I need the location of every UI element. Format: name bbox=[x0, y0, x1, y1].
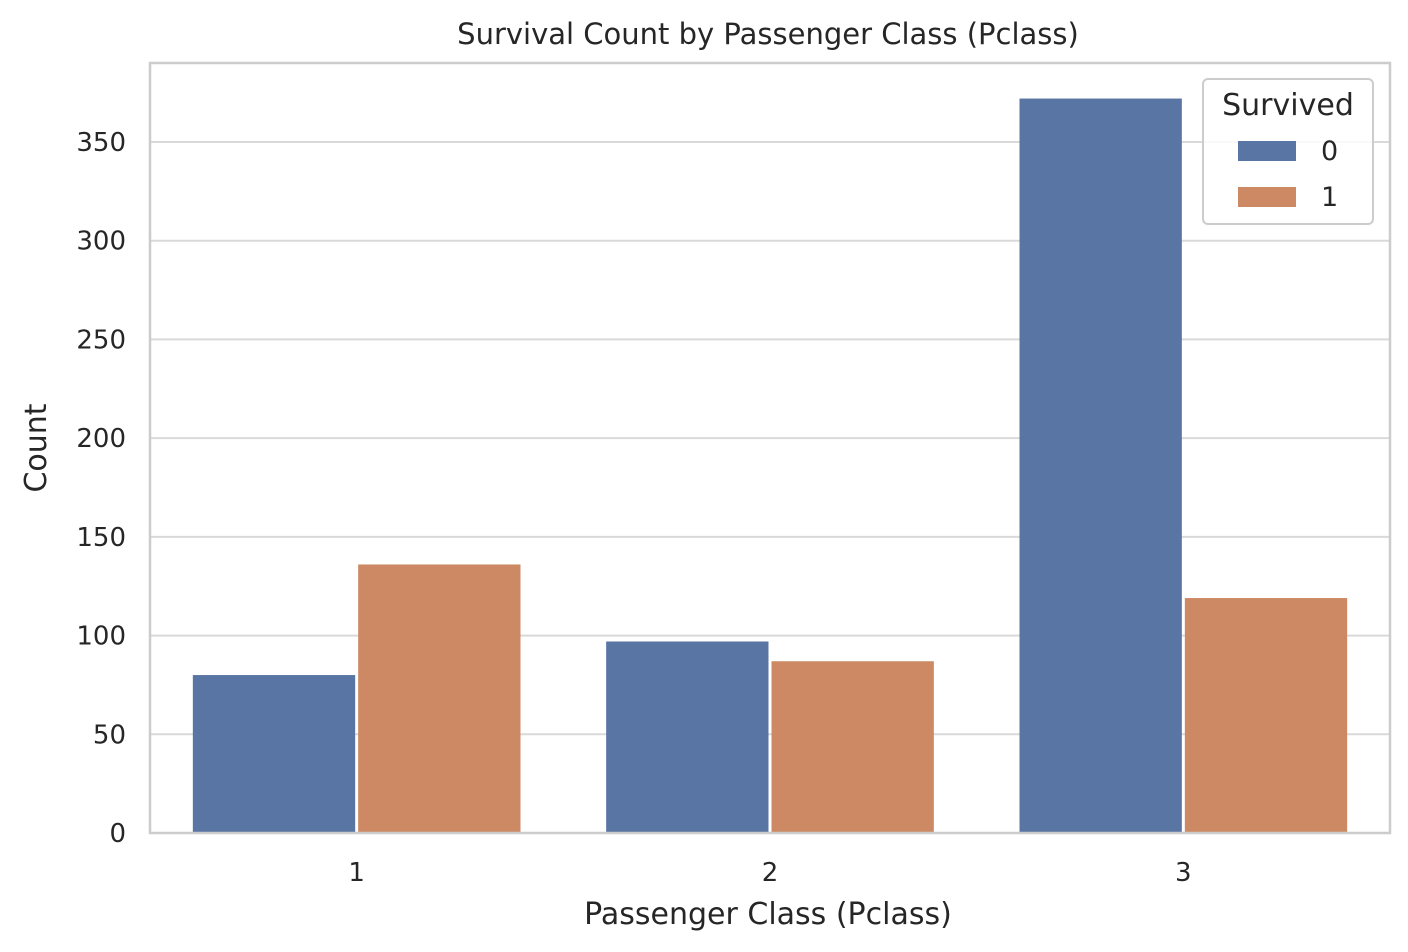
x-tick-label: 3 bbox=[1175, 858, 1192, 888]
y-tick-label: 150 bbox=[76, 523, 126, 553]
legend: Survived 01 bbox=[1202, 78, 1374, 225]
bar-class-1-survived-1 bbox=[358, 564, 521, 833]
y-axis-label: Count bbox=[19, 403, 54, 492]
x-tick-label: 1 bbox=[348, 858, 365, 888]
bar-class-3-survived-1 bbox=[1184, 598, 1348, 833]
y-tick-label: 300 bbox=[76, 227, 126, 257]
bar-class-1-survived-0 bbox=[192, 675, 356, 833]
y-tick-label: 200 bbox=[76, 424, 126, 454]
y-tick-label: 350 bbox=[76, 128, 126, 158]
plot-frame bbox=[148, 61, 1392, 835]
y-tick-label: 100 bbox=[76, 622, 126, 652]
legend-label-0: 0 bbox=[1321, 136, 1338, 167]
legend-items: 01 bbox=[1238, 136, 1338, 213]
legend-title: Survived bbox=[1222, 88, 1354, 123]
grid-lines bbox=[150, 140, 1390, 834]
x-axis-label: Passenger Class (Pclass) bbox=[584, 897, 952, 932]
bar-class-2-survived-0 bbox=[606, 641, 769, 833]
bar-class-3-survived-0 bbox=[1019, 98, 1182, 834]
legend-swatch-0 bbox=[1238, 141, 1296, 161]
x-tick-labels: 1 2 3 bbox=[348, 858, 1191, 888]
y-tick-labels: 0 50 100 150 200 250 300 350 bbox=[76, 128, 126, 849]
legend-label-1: 1 bbox=[1321, 182, 1338, 213]
chart-title: Survival Count by Passenger Class (Pclas… bbox=[457, 17, 1079, 51]
bars bbox=[192, 98, 1348, 834]
y-tick-label: 250 bbox=[76, 325, 126, 355]
x-tick-label: 2 bbox=[762, 858, 779, 888]
legend-swatch-1 bbox=[1238, 187, 1296, 207]
bar-class-2-survived-1 bbox=[771, 661, 934, 833]
y-tick-label: 50 bbox=[93, 720, 126, 750]
y-tick-label: 0 bbox=[109, 819, 126, 849]
